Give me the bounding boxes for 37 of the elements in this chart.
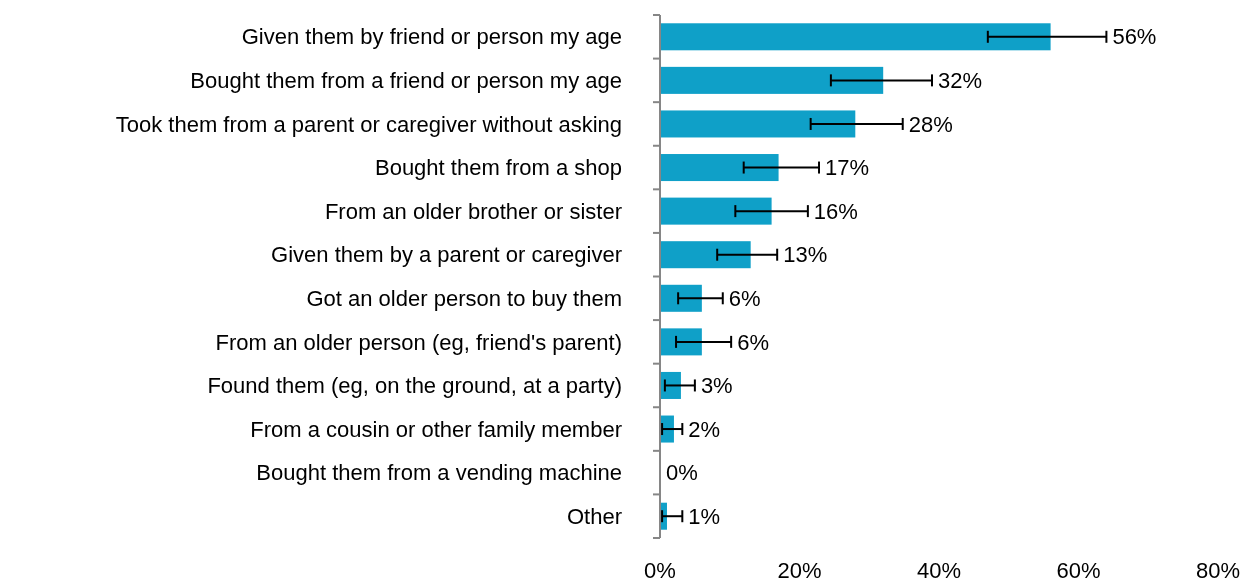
data-label: 3% bbox=[700, 373, 733, 399]
data-label: 6% bbox=[737, 329, 769, 355]
x-tick-label: 60% bbox=[1056, 558, 1101, 583]
data-label: 17% bbox=[825, 155, 870, 181]
data-label: 6% bbox=[728, 285, 761, 311]
y-tick-label: Bought them from a vending machine bbox=[256, 460, 622, 486]
data-label: 1% bbox=[688, 503, 721, 529]
bar bbox=[660, 241, 751, 269]
y-tick-label: Given them by a parent or caregiver bbox=[271, 242, 622, 268]
x-tick-label: 20% bbox=[777, 558, 822, 583]
data-label: 2% bbox=[688, 416, 721, 442]
data-label: 13% bbox=[783, 242, 828, 268]
y-tick-label: Given them by friend or person my age bbox=[241, 24, 622, 50]
y-tick-label: From a cousin or other family member bbox=[250, 416, 622, 442]
y-tick-label: Got an older person to buy them bbox=[306, 285, 622, 311]
y-tick-label: Took them from a parent or caregiver without asking bbox=[115, 111, 622, 137]
data-label: 56% bbox=[1112, 24, 1157, 50]
y-tick-label: Other bbox=[566, 503, 622, 529]
y-tick-label: Bought them from a friend or person my age bbox=[190, 68, 622, 94]
data-label: 16% bbox=[813, 198, 858, 224]
bar bbox=[660, 110, 856, 138]
x-tick-label: 40% bbox=[916, 558, 962, 583]
x-tick-label: 80% bbox=[1195, 558, 1241, 583]
bar bbox=[660, 23, 1051, 51]
bar bbox=[660, 328, 702, 356]
y-tick-label: From an older person (eg, friend's parent) bbox=[215, 329, 622, 355]
bar bbox=[660, 284, 702, 312]
data-label: 28% bbox=[908, 111, 953, 137]
bar bbox=[660, 66, 884, 94]
x-tick-label: 0% bbox=[644, 558, 676, 583]
data-label: 32% bbox=[938, 68, 983, 94]
y-tick-label: Bought them from a shop bbox=[374, 155, 622, 181]
y-tick-label: Found them (eg, on the ground, at a party) bbox=[207, 373, 622, 399]
data-label: 0% bbox=[666, 460, 698, 486]
bar bbox=[660, 197, 772, 225]
y-tick-label: From an older brother or sister bbox=[324, 198, 622, 224]
bar bbox=[660, 154, 779, 182]
